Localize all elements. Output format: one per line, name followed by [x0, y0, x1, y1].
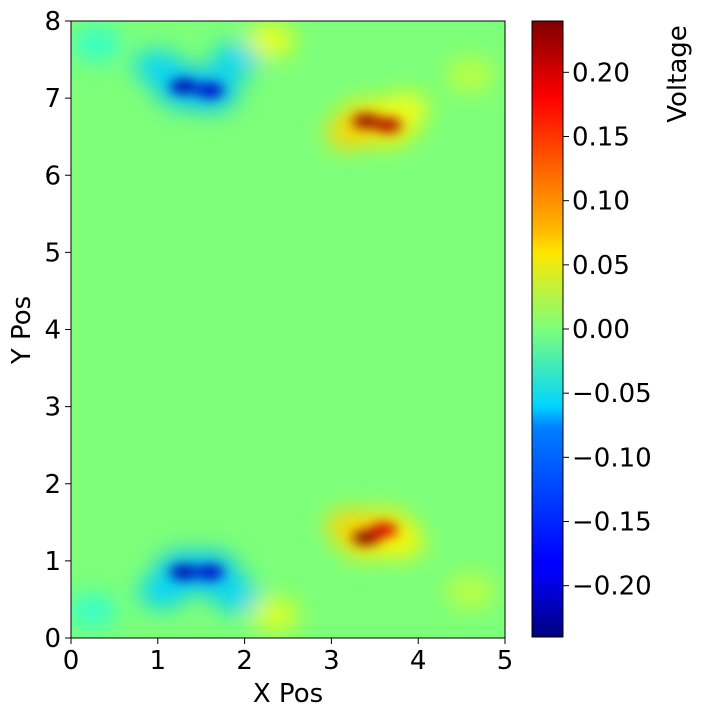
field-peak — [373, 118, 402, 133]
colorbar-tick-label: 0.15 — [572, 123, 630, 153]
y-tick-label: 8 — [44, 7, 61, 37]
x-tick-label: 2 — [236, 646, 253, 676]
colorbar-gradient — [531, 20, 564, 638]
field-halo — [133, 49, 182, 86]
field-peak — [369, 523, 398, 538]
colorbar-tick-label: 0.20 — [572, 58, 630, 88]
x-axis-label: X Pos — [253, 679, 323, 709]
x-tick-label: 3 — [323, 646, 340, 676]
x-axis: 0 1 2 3 4 5 — [63, 638, 514, 676]
field-halo — [446, 573, 495, 610]
colorbar-tick-label: −0.15 — [572, 508, 652, 538]
y-tick-label: 3 — [44, 393, 61, 423]
field-halo — [138, 573, 187, 610]
field-halo — [211, 577, 260, 614]
colorbar-tick-label: 0.00 — [572, 315, 630, 345]
field-halo — [71, 593, 117, 630]
colorbar-tick-label: 0.10 — [572, 187, 630, 217]
y-tick-label: 4 — [44, 316, 61, 346]
y-tick-label: 7 — [44, 84, 61, 114]
colorbar-label: Voltage — [663, 25, 693, 123]
y-tick-label: 2 — [44, 470, 61, 500]
field-peak — [352, 114, 381, 129]
field-halo — [250, 596, 299, 633]
field-halo — [446, 56, 495, 93]
field-peak — [195, 565, 224, 580]
field-peak — [169, 79, 198, 94]
x-tick-label: 0 — [63, 646, 80, 676]
x-tick-label: 4 — [410, 646, 427, 676]
colorbar-tick-label: −0.05 — [572, 379, 652, 409]
y-axis: 0 1 2 3 4 5 6 7 8 — [44, 7, 71, 654]
x-tick-label: 5 — [497, 646, 514, 676]
y-tick-label: 5 — [44, 238, 61, 268]
heatmap-background — [71, 21, 505, 638]
colorbar-tick-label: −0.10 — [572, 443, 652, 473]
colorbar-tick-label: −0.20 — [572, 572, 652, 602]
y-axis-label: Y Pos — [7, 296, 37, 365]
colorbar: 0.20 0.15 0.10 0.05 0.00 −0.05 −0.10 −0.15 −0.20… — [531, 20, 693, 638]
colorbar-tick-label: 0.05 — [572, 251, 630, 281]
field-halo — [73, 26, 122, 63]
field-halo — [246, 22, 295, 59]
field-peak — [169, 565, 198, 580]
field-halo — [211, 41, 260, 78]
field-peak — [195, 83, 224, 98]
y-tick-label: 0 — [44, 624, 61, 654]
y-tick-label: 6 — [44, 161, 61, 191]
plot-area — [70, 20, 506, 639]
x-tick-label: 1 — [150, 646, 167, 676]
y-tick-label: 1 — [44, 547, 61, 577]
